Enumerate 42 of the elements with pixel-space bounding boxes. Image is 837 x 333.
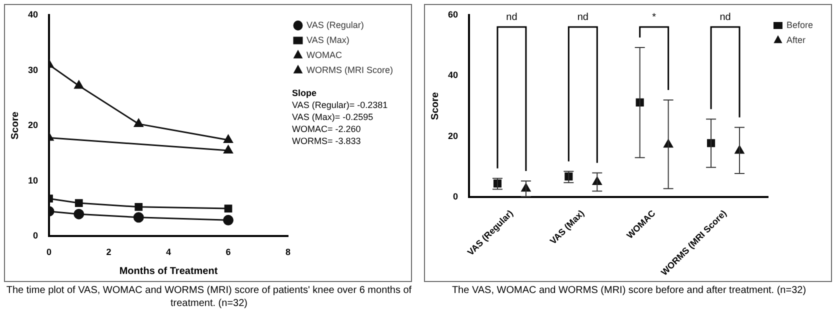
annotation: nd [577,12,588,23]
legend-label: VAS (Max) [306,34,350,45]
x-tick-label: 0 [46,247,52,258]
y-tick-label: 20 [448,130,458,141]
y-tick-label: 10 [28,175,38,186]
point [134,118,144,127]
point [74,208,84,220]
text: The time plot of VAS, WOMAC and WORMS (MRI) score of patients' knee over 6 months of treatment. (n=32) [5,284,413,310]
y-tick-label: 40 [448,70,458,80]
y-tick-label: 20 [28,120,38,130]
point [224,134,233,143]
y-tick-label: 0 [452,192,458,202]
point [134,202,143,211]
annotation: * [652,12,656,23]
annotation: nd [720,12,731,23]
text: WOMAC= -2.260 [292,124,361,134]
legend-label: After [786,34,806,45]
text: The VAS, WOMAC and WORMS (MRI) score before and after treatment. (n=32) [450,284,808,297]
point [74,199,83,207]
x-axis-title: Months of Treatment [119,266,218,277]
legend-label: WORMS (MRI Score) [306,64,394,75]
legend-label: VAS (Regular) [306,20,364,30]
point [224,204,232,212]
point [223,214,234,226]
x-tick-label: 2 [106,247,112,258]
x-tick-label: 6 [226,247,231,258]
text: Slope [292,88,317,98]
y-axis-title: Score [430,92,441,120]
point [133,212,144,223]
y-tick-label: 30 [28,64,38,75]
point [74,80,84,89]
annotation: nd [506,12,518,23]
x-tick-label: 8 [285,247,291,258]
y-axis-title: Score [10,111,21,140]
legend-label: Before [786,20,814,30]
legend-label: WOMAC [306,50,342,60]
y-tick-label: 60 [448,9,458,20]
y-tick-label: 40 [28,9,38,20]
text: VAS (Regular)= -0.2381 [292,100,388,110]
x-tick-label: 4 [166,247,172,258]
text: WORMS= -3.833 [292,136,361,146]
text: VAS (Max)= -0.2595 [292,112,374,122]
